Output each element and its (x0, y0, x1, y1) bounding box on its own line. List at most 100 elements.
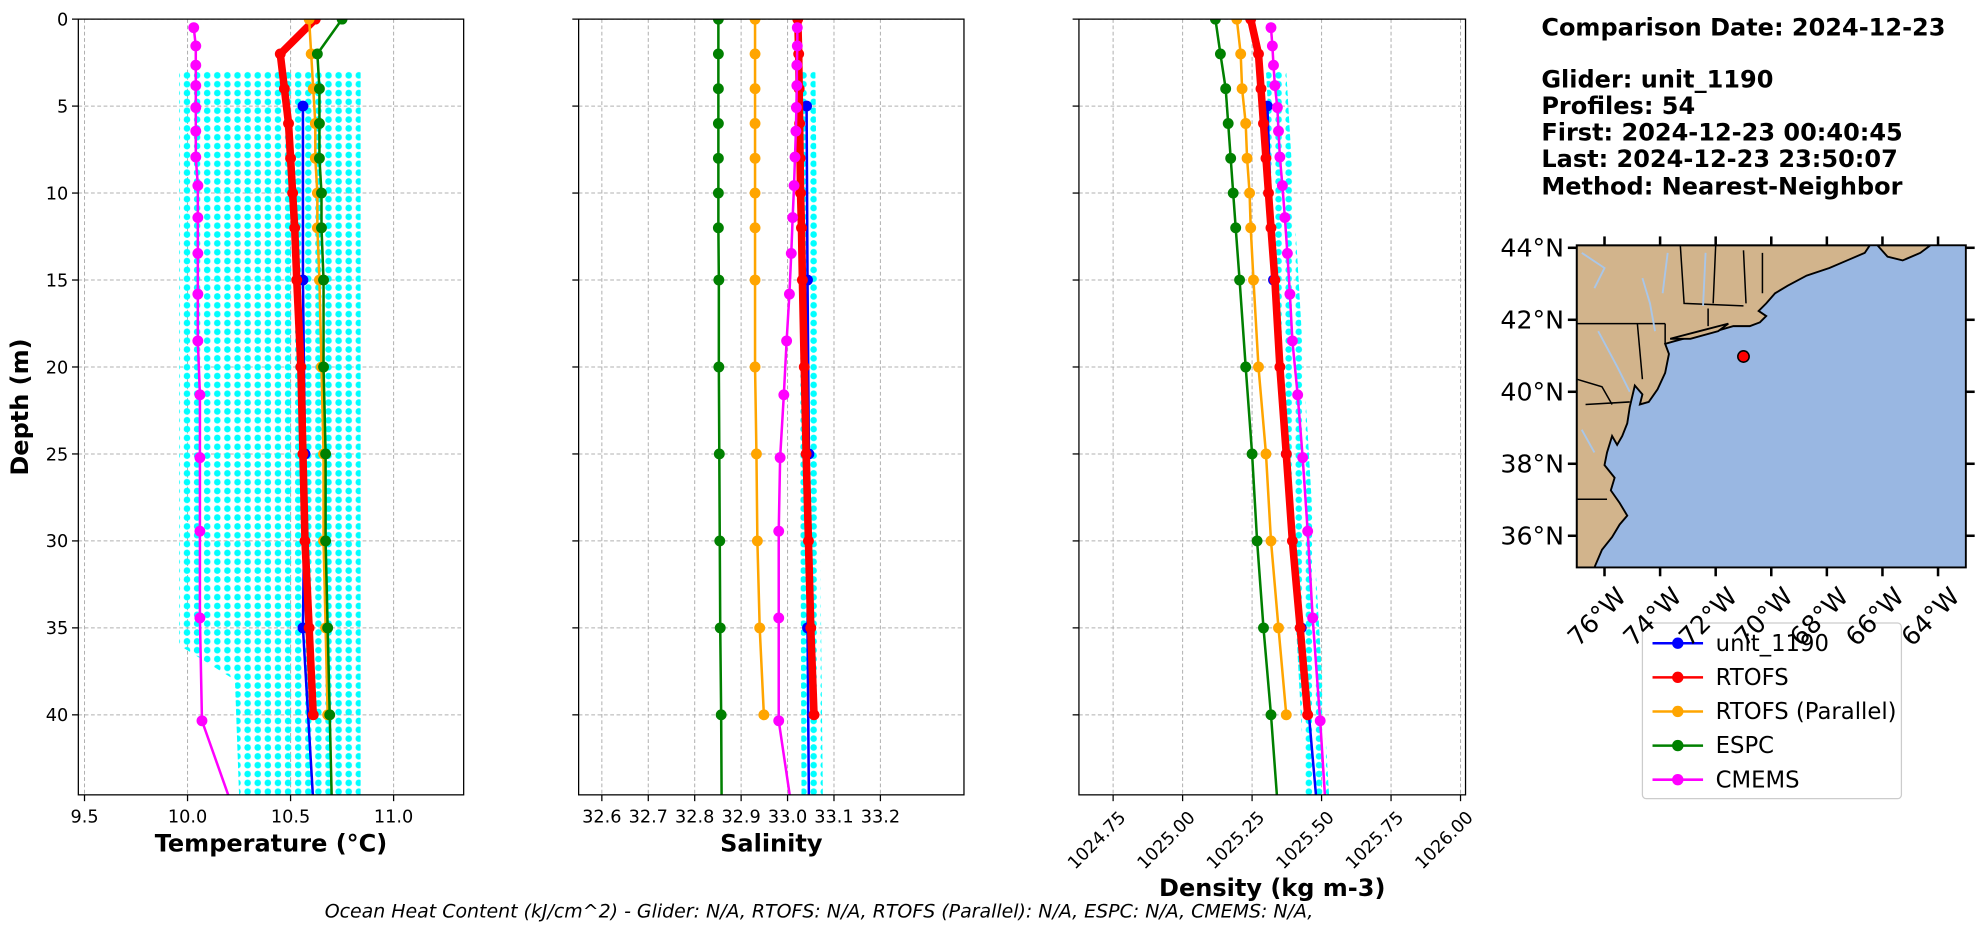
profile-point (1323, 838, 1334, 849)
profile-point (313, 152, 325, 164)
profile-point (322, 622, 334, 634)
profile-point (716, 796, 727, 807)
x-axis-label: Temperature (°C) (155, 830, 388, 858)
x-tick-label: 9.5 (70, 808, 98, 828)
profile-point (194, 525, 206, 537)
profile-point (1280, 709, 1292, 721)
profile-point (1274, 361, 1286, 373)
profile-point (790, 102, 802, 113)
profile-point (1273, 125, 1284, 137)
x-tick-label: 10.5 (271, 808, 310, 828)
profile-point (316, 187, 327, 199)
legend-marker (1672, 774, 1684, 786)
profile-point (785, 247, 797, 259)
legend-marker (1672, 671, 1684, 684)
profile-point (1297, 452, 1309, 464)
profile-point (791, 22, 803, 34)
profile-line (316, 19, 344, 795)
info-line: Method: Nearest-Neighbor (1541, 173, 1902, 201)
legend-marker (1672, 705, 1684, 718)
x-tick-label: 1026.00 (1412, 808, 1478, 874)
profile-point (291, 274, 303, 286)
profile-point (1307, 612, 1319, 624)
x-axis-label: Density (kg m-3) (1159, 874, 1385, 902)
profile-point (1263, 187, 1274, 199)
profile-point (796, 274, 808, 286)
x-tick-label: 1025.50 (1273, 808, 1339, 874)
profile-point (1265, 22, 1277, 34)
profile-point (299, 535, 311, 547)
profile-point (749, 19, 761, 25)
y-tick-label: 44°N (1500, 234, 1564, 263)
profile-point (1265, 535, 1277, 547)
profile-point (796, 222, 807, 234)
profile-point (1271, 102, 1283, 113)
profile-point (1302, 709, 1314, 721)
profile-point (194, 612, 206, 624)
x-tick-label: 32.9 (721, 808, 760, 828)
profile-point (712, 48, 724, 60)
profile-point (787, 212, 799, 224)
profile-point (751, 448, 762, 460)
x-tick-label: 1025.25 (1203, 808, 1269, 874)
profile-point (1273, 622, 1284, 634)
profile-point (773, 612, 785, 624)
x-tick-label: 33.0 (768, 808, 807, 828)
profile-point (1268, 59, 1279, 71)
profile-point (798, 361, 810, 373)
profile-point (749, 118, 761, 129)
profile-point (805, 622, 817, 634)
profile-point (1274, 151, 1286, 163)
profile-point (1279, 212, 1291, 224)
profile-point (1269, 274, 1281, 286)
x-tick-label: 76°W (1562, 582, 1632, 652)
legend-box (1641, 622, 1903, 800)
profile-point (1286, 535, 1298, 547)
profile-point (712, 222, 724, 234)
profile-point (297, 100, 309, 112)
axes-frame (578, 18, 965, 796)
x-tick-label: 32.8 (675, 808, 714, 828)
profile-point (194, 452, 206, 464)
info-line: Comparison Date: 2024-12-23 (1541, 14, 1945, 42)
y-tick-label: 5 (57, 97, 68, 117)
profile-point (749, 83, 761, 95)
profile-point (712, 187, 724, 199)
profile-point (190, 80, 202, 92)
profile-point (1286, 335, 1298, 347)
nova-scotia (1876, 245, 1933, 262)
profile-point (326, 796, 337, 807)
profile-line (717, 19, 723, 795)
profile-point (749, 222, 761, 234)
x-tick-label: 33.2 (861, 808, 900, 828)
profile-point (749, 48, 761, 60)
plot-area (179, 19, 361, 807)
profile-point (800, 448, 812, 460)
x-tick-label: 1025.00 (1134, 808, 1200, 874)
profile-point (1246, 448, 1258, 460)
profile-point (781, 335, 793, 347)
profile-point (278, 83, 290, 95)
profile-point (318, 361, 329, 373)
profile-point (791, 80, 803, 92)
profile-point (749, 361, 761, 373)
x-axis-label: Salinity (720, 830, 823, 858)
profile-point (713, 448, 725, 460)
profile-point (1214, 48, 1226, 60)
profile-point (712, 152, 724, 164)
y-tick-label: 0 (57, 10, 68, 30)
profile-point (712, 19, 724, 25)
profile-point (758, 709, 770, 721)
profile-point (1222, 118, 1234, 129)
profile-point (307, 709, 319, 721)
plot-area (712, 19, 823, 807)
profile-line (1214, 19, 1279, 795)
profile-point (714, 535, 726, 547)
profile-point (1248, 274, 1259, 286)
land (1576, 245, 1871, 568)
y-tick-label: 25 (46, 445, 69, 465)
y-tick-label: 30 (46, 532, 69, 552)
profile-point (790, 125, 802, 137)
